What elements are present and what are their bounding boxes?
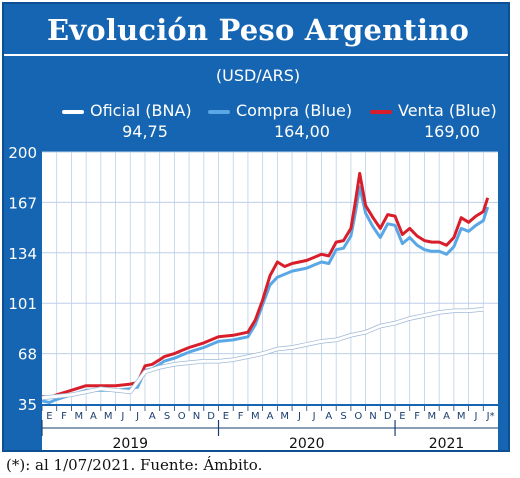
y-tick-label: 200 — [8, 144, 37, 162]
y-tick-label: 101 — [8, 295, 37, 313]
month-label: E — [223, 411, 229, 422]
month-label: O — [354, 411, 362, 422]
legend-swatch-venta — [370, 109, 392, 114]
month-label: M — [457, 411, 466, 422]
y-tick-label: 167 — [8, 194, 37, 212]
chart-panel: Evolución Peso Argentino (USD/ARS) Ofici… — [2, 2, 510, 452]
month-label: O — [178, 411, 186, 422]
month-label: F — [238, 411, 244, 422]
month-label: E — [399, 411, 405, 422]
month-label: A — [267, 411, 274, 422]
month-label: S — [164, 411, 170, 422]
y-tick-label: 35 — [18, 396, 37, 414]
month-label: N — [369, 411, 376, 422]
month-label: A — [90, 411, 97, 422]
month-label: D — [207, 411, 215, 422]
legend-item-oficial: Oficial (BNA) — [62, 102, 192, 120]
month-label: M — [280, 411, 289, 422]
month-label: S — [340, 411, 346, 422]
month-label: A — [443, 411, 450, 422]
chart-title: Evolución Peso Argentino — [46, 13, 470, 47]
series-oficial-line — [41, 307, 484, 400]
month-label: J — [297, 411, 301, 422]
month-label: J — [312, 411, 316, 422]
y-tick-label: 134 — [8, 245, 37, 263]
legend-label-compra: Compra (Blue) — [236, 101, 353, 120]
legend-value-venta: 169,00 — [424, 122, 480, 141]
month-label: F — [61, 411, 67, 422]
chart-subtitle: (USD/ARS) — [215, 66, 301, 85]
month-label: N — [193, 411, 200, 422]
legend-value-compra: 164,00 — [274, 122, 330, 141]
y-tick-label: 68 — [18, 346, 37, 364]
legend-swatch-compra — [208, 109, 230, 114]
month-label: E — [46, 411, 52, 422]
month-label: M — [251, 411, 260, 422]
month-label: J — [473, 411, 477, 422]
month-label: M — [104, 411, 113, 422]
legend-label-oficial: Oficial (BNA) — [90, 101, 192, 120]
year-label: 2019 — [112, 436, 148, 450]
legend-item-compra: Compra (Blue) — [208, 102, 352, 120]
legend-label-venta: Venta (Blue) — [398, 101, 497, 120]
month-label: F — [414, 411, 420, 422]
month-label: M — [74, 411, 83, 422]
month-label: J — [135, 411, 139, 422]
year-label: 2020 — [289, 436, 325, 450]
legend-value-oficial: 94,75 — [122, 122, 168, 141]
legend-swatch-oficial — [62, 109, 84, 114]
month-label: A — [149, 411, 156, 422]
month-label: J* — [486, 411, 495, 422]
title-divider — [4, 54, 508, 56]
month-label: J — [120, 411, 124, 422]
month-label: A — [325, 411, 332, 422]
legend-item-venta: Venta (Blue) — [370, 102, 497, 120]
footnote: (*): al 1/07/2021. Fuente: Ámbito. — [6, 456, 263, 474]
series-venta-line — [41, 171, 490, 400]
month-label: M — [427, 411, 436, 422]
month-label: D — [384, 411, 392, 422]
year-label: 2021 — [429, 436, 465, 450]
